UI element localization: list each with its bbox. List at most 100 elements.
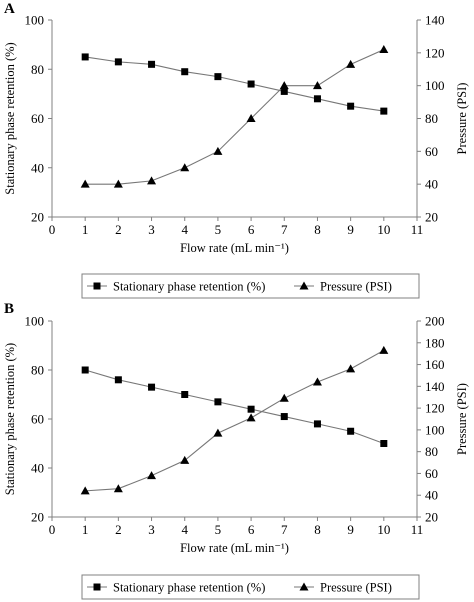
right-y-tick-label: 140 <box>425 13 445 28</box>
triangle-marker <box>180 455 190 464</box>
legend-label: Pressure (PSI) <box>320 581 392 595</box>
triangle-marker <box>279 393 289 402</box>
x-tick-label: 1 <box>82 222 89 237</box>
triangle-marker <box>346 364 356 373</box>
legend-label: Stationary phase retention (%) <box>113 280 265 294</box>
left-y-tick-label: 20 <box>31 210 44 225</box>
left-y-tick-label: 100 <box>25 314 45 329</box>
right-y-tick-label: 120 <box>425 401 445 416</box>
square-marker <box>380 440 388 447</box>
x-tick-label: 9 <box>347 222 354 237</box>
x-tick-label: 7 <box>281 522 288 537</box>
legend-square-marker <box>93 583 101 591</box>
legend-triangle-marker <box>299 582 309 591</box>
x-tick-label: 3 <box>148 222 155 237</box>
right-y-tick-label: 20 <box>425 510 438 525</box>
right-y-axis-label: Pressure (PSI) <box>455 383 469 455</box>
x-tick-label: 10 <box>377 222 390 237</box>
panel-letter: A <box>4 1 15 17</box>
series-line <box>85 56 384 112</box>
triangle-marker <box>213 146 223 155</box>
right-y-tick-label: 80 <box>425 444 438 459</box>
legend-triangle-marker <box>299 281 309 290</box>
left-y-tick-label: 80 <box>31 363 44 378</box>
series-pressure <box>80 345 389 495</box>
right-y-tick-label: 40 <box>425 488 438 503</box>
right-y-tick-label: 100 <box>425 422 445 437</box>
series-pressure <box>80 45 389 188</box>
triangle-marker <box>346 59 356 68</box>
square-marker <box>148 383 156 391</box>
square-marker <box>347 427 355 435</box>
left-y-tick-label: 40 <box>31 461 44 476</box>
x-tick-label: 3 <box>148 522 155 537</box>
x-tick-label: 11 <box>411 222 424 237</box>
left-y-tick-label: 40 <box>31 160 44 175</box>
triangle-marker <box>147 176 157 185</box>
triangle-marker <box>180 163 190 172</box>
left-y-axis-label: Stationary phase retention (%) <box>3 343 17 495</box>
right-y-tick-label: 180 <box>425 335 445 350</box>
square-marker <box>181 391 189 398</box>
square-marker <box>214 73 222 81</box>
triangle-marker <box>246 413 256 422</box>
x-tick-label: 2 <box>115 222 122 237</box>
square-marker <box>148 60 156 68</box>
square-marker <box>280 87 288 95</box>
legend-square-marker <box>93 282 101 290</box>
square-marker <box>280 413 288 421</box>
x-tick-label: 11 <box>411 522 424 537</box>
triangle-marker <box>312 81 322 90</box>
x-tick-label: 1 <box>82 522 89 537</box>
x-tick-label: 9 <box>347 522 354 537</box>
triangle-marker <box>279 81 289 90</box>
x-tick-label: 6 <box>248 222 255 237</box>
right-y-tick-label: 160 <box>425 357 445 372</box>
square-marker <box>313 95 321 103</box>
square-marker <box>81 53 89 61</box>
x-tick-label: 0 <box>49 522 56 537</box>
right-y-tick-label: 40 <box>425 177 438 192</box>
chart-panel-b: B0 1 2 3 4 5 6 7 8 9 10 112040608010020406080100120… <box>3 301 469 600</box>
x-tick-label: 5 <box>215 222 222 237</box>
left-y-tick-label: 100 <box>25 13 45 28</box>
left-y-tick-label: 20 <box>31 510 44 525</box>
triangle-marker <box>213 428 223 437</box>
square-marker <box>380 107 388 115</box>
left-y-axis-label: Stationary phase retention (%) <box>3 42 17 194</box>
series-line <box>85 369 385 445</box>
triangle-marker <box>147 471 157 480</box>
x-tick-label: 10 <box>377 522 390 537</box>
right-y-axis-label: Pressure (PSI) <box>455 83 469 155</box>
x-tick-label: 0 <box>49 222 56 237</box>
triangle-marker <box>80 179 90 188</box>
right-y-tick-label: 100 <box>425 78 445 93</box>
triangle-marker <box>246 114 256 122</box>
triangle-marker <box>379 45 389 54</box>
triangle-marker <box>379 345 389 354</box>
triangle-marker <box>80 486 90 495</box>
square-marker <box>247 80 255 88</box>
x-tick-label: 6 <box>248 522 255 537</box>
triangle-marker <box>113 179 123 188</box>
square-marker <box>181 68 189 76</box>
x-tick-label: 8 <box>314 522 321 537</box>
square-marker <box>114 376 122 384</box>
right-y-tick-label: 80 <box>425 111 438 126</box>
right-y-tick-label: 140 <box>425 379 445 394</box>
legend-label: Pressure (PSI) <box>320 280 392 294</box>
x-tick-label: 7 <box>281 222 288 237</box>
square-marker <box>114 58 122 66</box>
series-retention <box>81 53 388 115</box>
x-tick-label: 2 <box>115 522 122 537</box>
right-y-tick-label: 20 <box>425 210 438 225</box>
panel-letter: B <box>4 301 14 317</box>
right-y-tick-label: 120 <box>425 45 445 60</box>
x-tick-label: 4 <box>181 522 188 537</box>
x-axis-label: Flow rate (mL min⁻¹) <box>180 241 289 255</box>
right-y-tick-label: 200 <box>425 314 445 329</box>
square-marker <box>214 398 222 406</box>
square-marker <box>247 405 255 413</box>
x-tick-label: 5 <box>215 522 222 537</box>
